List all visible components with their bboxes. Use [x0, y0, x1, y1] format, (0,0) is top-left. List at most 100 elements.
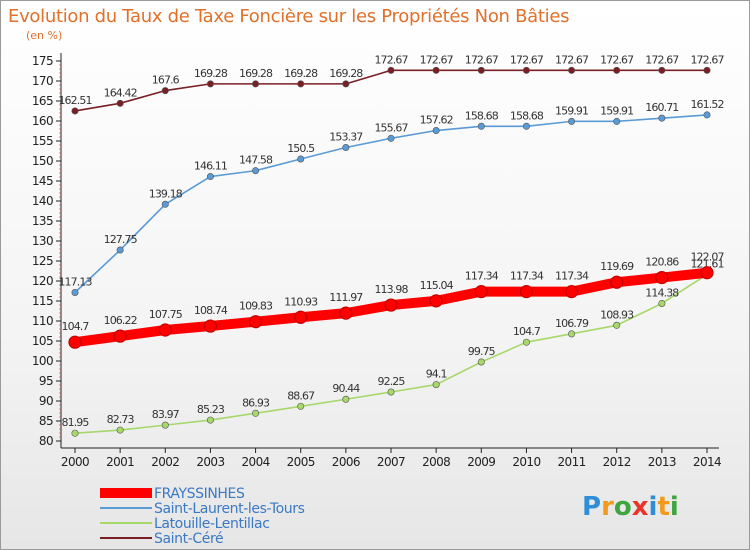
data-point[interactable]	[568, 330, 576, 338]
data-label: 82.73	[107, 413, 135, 426]
y-tick-label: 140	[32, 194, 53, 208]
data-point[interactable]	[116, 426, 124, 434]
data-point[interactable]	[206, 416, 214, 424]
data-point[interactable]	[252, 167, 260, 175]
data-point[interactable]	[474, 285, 488, 299]
data-point[interactable]	[339, 306, 353, 320]
legend-label: FRAYSSINHES	[154, 486, 245, 502]
data-point[interactable]	[655, 270, 669, 285]
x-tick-label: 2008	[422, 455, 450, 469]
data-point[interactable]	[161, 421, 169, 429]
data-label: 119.69	[600, 260, 634, 273]
series-saint-c-r-: 162.51 164.42 167.6 169.28 169.28 169.28 169.2…	[58, 53, 725, 115]
data-label: 109.83	[239, 300, 273, 313]
data-point[interactable]	[387, 66, 395, 74]
data-point[interactable]	[384, 298, 398, 312]
data-point[interactable]	[116, 99, 124, 107]
data-label: 146.11	[194, 160, 227, 173]
data-point[interactable]	[703, 111, 711, 119]
data-label: 159.91	[555, 104, 588, 117]
data-label: 172.67	[510, 53, 544, 66]
data-point[interactable]	[519, 285, 534, 299]
data-point[interactable]	[477, 358, 485, 366]
data-label: 117.34	[510, 270, 544, 283]
data-point[interactable]	[387, 388, 395, 396]
data-label: 104.7	[62, 320, 90, 333]
brand-letter: i	[649, 492, 658, 522]
data-label: 94.1	[426, 368, 447, 381]
data-point[interactable]	[297, 155, 305, 163]
data-point[interactable]	[342, 80, 350, 88]
y-tick-label: 90	[39, 394, 53, 408]
data-point[interactable]	[432, 127, 440, 135]
data-point[interactable]	[206, 80, 214, 88]
data-label: 111.97	[329, 291, 363, 304]
data-point[interactable]	[113, 329, 127, 343]
y-tick-label: 125	[32, 254, 53, 268]
data-point[interactable]	[522, 338, 530, 346]
data-point[interactable]	[568, 66, 576, 74]
data-point[interactable]	[342, 144, 350, 152]
data-point[interactable]	[613, 66, 621, 74]
data-point[interactable]	[387, 134, 395, 142]
x-tick-label: 2003	[196, 455, 224, 469]
data-point[interactable]	[613, 321, 621, 329]
data-label: 158.68	[465, 109, 499, 122]
data-point[interactable]	[294, 310, 308, 324]
data-label: 117.34	[555, 270, 589, 283]
legend: FRAYSSINHESSaint-Laurent-les-ToursLatoui…	[100, 486, 305, 547]
data-label: 104.7	[513, 325, 541, 338]
y-tick-label: 115	[32, 294, 53, 308]
data-point[interactable]	[297, 80, 305, 88]
data-point[interactable]	[610, 275, 624, 289]
data-point[interactable]	[71, 429, 79, 437]
data-label: 113.98	[374, 283, 408, 296]
legend-label: Latouille-Lentillac	[154, 516, 270, 532]
data-label: 83.97	[152, 408, 180, 421]
data-point[interactable]	[71, 107, 79, 115]
data-point[interactable]	[158, 323, 172, 337]
data-point[interactable]	[522, 122, 530, 130]
data-label: 172.67	[374, 53, 408, 66]
data-point[interactable]	[477, 122, 485, 130]
data-label: 172.67	[645, 53, 679, 66]
data-point[interactable]	[297, 402, 305, 410]
data-point[interactable]	[658, 299, 666, 307]
data-point[interactable]	[342, 395, 350, 403]
data-point[interactable]	[116, 246, 124, 254]
data-point[interactable]	[477, 66, 485, 74]
data-point[interactable]	[161, 87, 169, 95]
data-point[interactable]	[248, 315, 263, 329]
y-tick-label: 130	[32, 234, 53, 248]
data-point[interactable]	[71, 288, 79, 296]
data-point[interactable]	[161, 200, 169, 208]
data-point[interactable]	[564, 285, 579, 299]
data-point[interactable]	[613, 117, 621, 125]
data-label: 169.28	[194, 67, 228, 80]
data-label: 147.58	[239, 154, 273, 167]
data-label: 172.67	[690, 53, 724, 66]
data-point[interactable]	[432, 381, 440, 389]
data-point[interactable]	[568, 117, 576, 125]
data-point[interactable]	[432, 66, 440, 74]
data-point[interactable]	[252, 409, 260, 417]
data-label: 86.93	[242, 396, 270, 409]
brand-letter: i	[670, 492, 679, 522]
data-point[interactable]	[703, 66, 711, 74]
data-point[interactable]	[658, 114, 666, 122]
data-point[interactable]	[429, 294, 443, 308]
x-tick-label: 2011	[558, 455, 586, 469]
y-tick-label: 155	[32, 134, 53, 148]
data-label: 114.38	[645, 286, 679, 299]
brand-letter: t	[657, 492, 669, 522]
data-point[interactable]	[206, 173, 214, 181]
x-tick-label: 2006	[332, 455, 360, 469]
data-label: 158.68	[510, 109, 544, 122]
data-point[interactable]	[658, 66, 666, 74]
data-point[interactable]	[252, 80, 260, 88]
data-point[interactable]	[700, 266, 714, 280]
data-point[interactable]	[68, 335, 82, 349]
data-point[interactable]	[203, 319, 218, 333]
data-point[interactable]	[522, 66, 530, 74]
